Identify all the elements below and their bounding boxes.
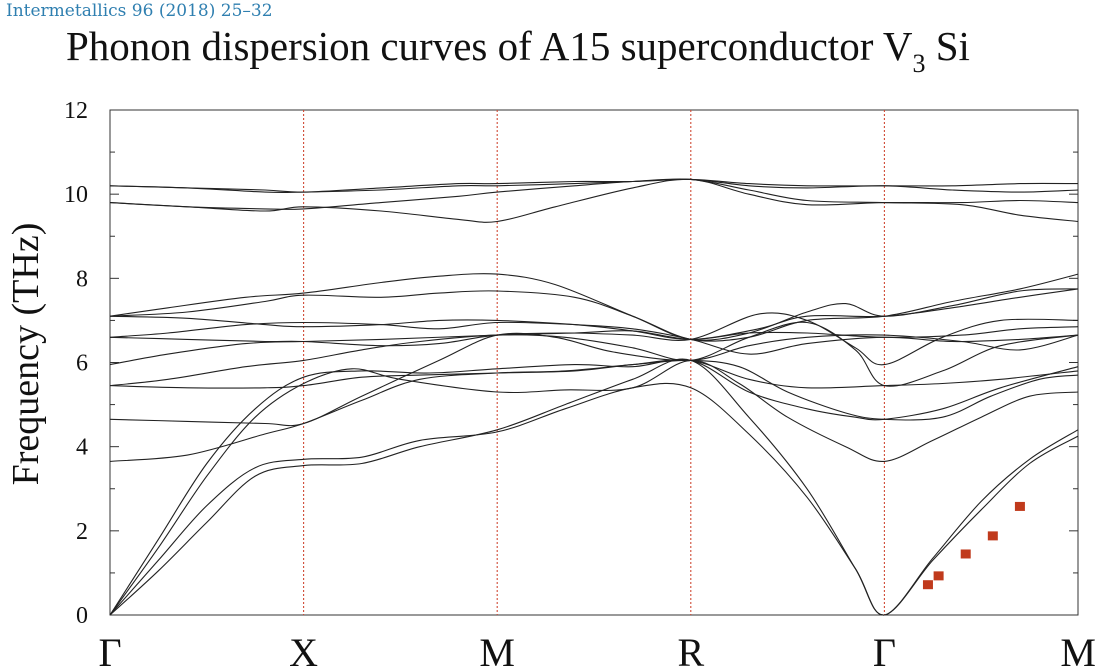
phonon-band-9	[109, 326, 1079, 366]
phonon-band-4	[109, 358, 1079, 616]
phonon-band-7	[109, 359, 1079, 389]
x-tick-label: M	[479, 630, 515, 670]
x-tick-label: Γ	[98, 630, 121, 670]
y-tick-label: 8	[76, 266, 88, 292]
phonon-band-15	[109, 178, 1079, 223]
x-tick-label: X	[289, 630, 318, 670]
x-tick-label: Γ	[873, 630, 896, 670]
phonon-band-13	[109, 273, 1079, 342]
x-tick-label: R	[677, 630, 704, 670]
title-subscript: 3	[912, 49, 926, 78]
experimental-point-2	[933, 571, 944, 581]
y-tick-label: 4	[76, 435, 88, 461]
phonon-band-11	[109, 321, 1079, 355]
journal-reference: Intermetallics 96 (2018) 25–32	[6, 1, 273, 21]
y-tick-label: 10	[64, 182, 88, 208]
phonon-band-3	[109, 359, 1079, 616]
y-tick-label: 12	[64, 98, 88, 124]
title-end: Si	[935, 23, 970, 69]
title-main: Phonon dispersion curves of A15 supercon…	[66, 23, 913, 69]
experimental-point-5	[1014, 501, 1025, 511]
phonon-band-17	[109, 178, 1079, 194]
phonon-band-14	[109, 273, 1079, 341]
experimental-point-1	[922, 580, 933, 590]
experimental-point-3	[960, 549, 971, 559]
phonon-band-1	[109, 358, 1079, 616]
phonon-band-16	[109, 178, 1079, 223]
phonon-band-10	[109, 312, 1079, 366]
phonon-band-2	[109, 382, 1079, 616]
chart-title: Phonon dispersion curves of A15 supercon…	[66, 22, 970, 79]
y-tick-label: 2	[76, 519, 88, 545]
phonon-band-18	[109, 178, 1079, 193]
y-tick-label: 6	[76, 351, 88, 377]
x-tick-label: M	[1060, 630, 1096, 670]
phonon-band-8	[109, 321, 1079, 387]
y-tick-label: 0	[76, 603, 88, 629]
experimental-point-4	[987, 531, 998, 541]
